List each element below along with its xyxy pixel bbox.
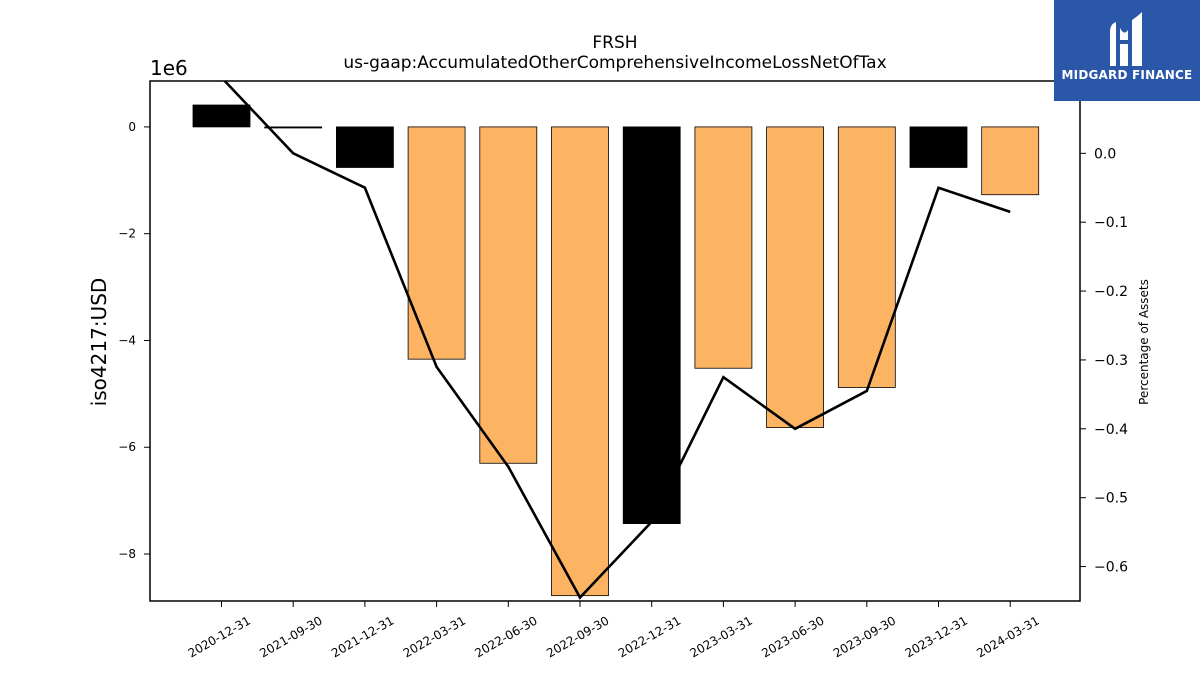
- x-tick-label: 2021-09-30: [257, 613, 324, 660]
- y2-tick-label: −0.5: [1094, 491, 1128, 507]
- x-tick-label: 2021-12-31: [329, 613, 396, 660]
- x-tick-label: 2024-03-31: [974, 613, 1041, 660]
- plot-frame: [149, 80, 1081, 602]
- y-axis-label: iso4217:USD: [87, 278, 111, 407]
- y2-tick-label: 0.0: [1094, 146, 1116, 162]
- bar-2022-12-31: [622, 126, 681, 524]
- bar-2021-12-31: [335, 126, 394, 168]
- line-series: [222, 81, 1011, 600]
- y-tick-label: −8: [118, 547, 136, 561]
- bar-2022-03-31: [407, 126, 466, 360]
- y-tick-group: 0 −2 −4 −6 −8: [118, 120, 150, 561]
- x-tick-label: 2022-09-30: [544, 613, 611, 660]
- y2-tick-group: 0.0 −0.1 −0.2 −0.3 −0.4 −0.5 −0.6: [1080, 146, 1128, 576]
- x-tick-label: 2022-12-31: [616, 613, 683, 660]
- y2-tick-label: −0.2: [1094, 284, 1128, 300]
- bar-2024-03-31: [981, 126, 1040, 196]
- y2-tick-label: −0.4: [1094, 422, 1128, 438]
- bar-2023-06-30: [766, 126, 824, 428]
- y-tick-label: −6: [118, 440, 136, 454]
- logo-text: MIDGARD FINANCE: [1061, 68, 1193, 82]
- x-tick-label: 2022-06-30: [472, 613, 539, 660]
- bar-2023-03-31: [694, 126, 753, 369]
- axes: [149, 80, 1081, 602]
- bar-2020-12-31: [192, 104, 251, 128]
- x-tick-label: 2023-06-30: [759, 613, 826, 660]
- bar-2023-12-31: [909, 126, 968, 168]
- y2-tick-label: −0.6: [1094, 560, 1128, 576]
- x-tick-group: 2020-12-31 2021-09-30 2021-12-31 2022-03-31…: [186, 601, 1042, 660]
- chart-subtitle: us-gaap:AccumulatedOtherComprehensiveInc…: [343, 53, 886, 73]
- y2-tick-label: −0.1: [1094, 215, 1128, 231]
- y2-tick-label: −0.3: [1094, 353, 1128, 369]
- bar-2022-06-30: [479, 126, 538, 464]
- y2-axis-label: Percentage of Assets: [1137, 279, 1151, 405]
- bar-2023-09-30: [837, 126, 896, 388]
- y-offset-label: 1e6: [150, 56, 188, 80]
- y-tick-label: 0: [128, 120, 136, 134]
- y-tick-label: −4: [118, 333, 136, 347]
- bar-2021-09-30: [264, 126, 323, 129]
- x-tick-label: 2023-12-31: [903, 613, 970, 660]
- x-tick-label: 2023-03-31: [687, 613, 754, 660]
- x-tick-label: 2020-12-31: [186, 613, 253, 660]
- chart-title: FRSH: [592, 33, 637, 53]
- logo-mark-icon: [1110, 12, 1142, 66]
- percentage-line: [222, 81, 1011, 600]
- y-tick-label: −2: [118, 227, 136, 241]
- bar-2022-09-30: [551, 126, 609, 597]
- x-tick-label: 2023-09-30: [831, 613, 898, 660]
- x-tick-label: 2022-03-31: [401, 613, 468, 660]
- bar-group: [192, 104, 1040, 597]
- brand-logo: MIDGARD FINANCE: [1054, 0, 1200, 101]
